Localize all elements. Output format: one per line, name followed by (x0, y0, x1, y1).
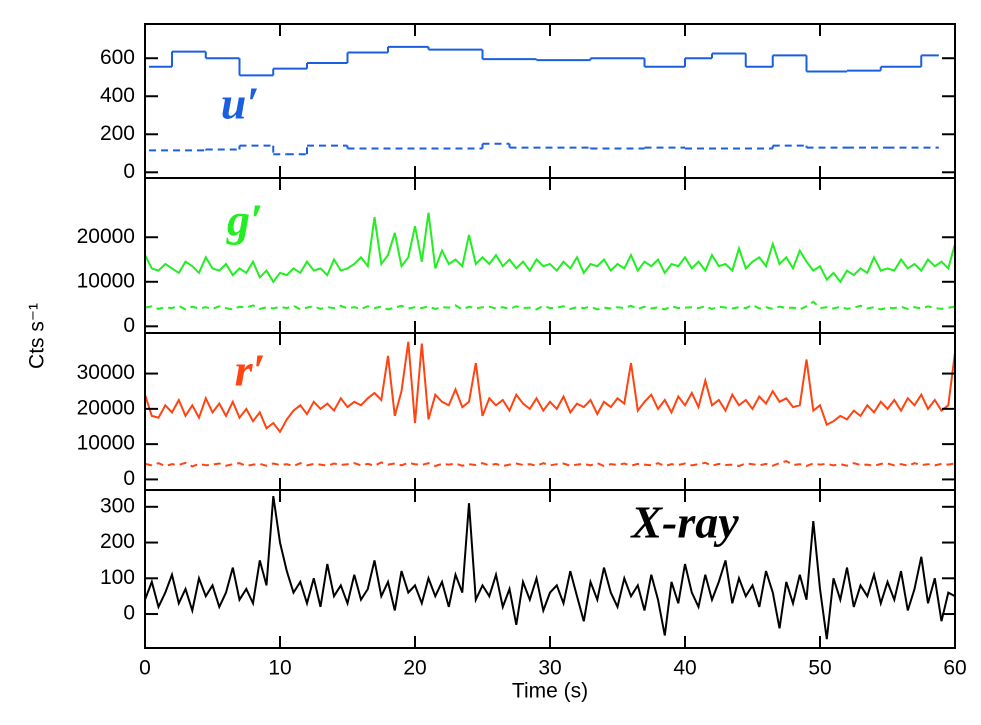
y-tick-label: 0 (123, 314, 135, 337)
y-tick-label: 20000 (77, 396, 135, 419)
y-tick-label: 0 (123, 602, 135, 625)
series-line (145, 300, 955, 311)
y-tick-label: 600 (100, 46, 135, 69)
panel-label: r′ (235, 345, 266, 396)
series-line (145, 495, 955, 640)
panel-label: u′ (221, 78, 260, 129)
x-tick-label: 10 (268, 657, 291, 680)
y-tick-label: 200 (100, 122, 135, 145)
x-tick-label: 50 (808, 657, 831, 680)
x-tick-label: 40 (673, 657, 696, 680)
series-line (145, 341, 955, 434)
y-tick-label: 400 (100, 84, 135, 107)
series-line (145, 212, 955, 284)
x-tick-label: 0 (139, 657, 151, 680)
panel-frame (144, 489, 956, 649)
y-tick-label: 10000 (77, 432, 135, 455)
y-tick-label: 0 (123, 467, 135, 490)
y-tick-label: 200 (100, 530, 135, 553)
x-axis-label: Time (s) (512, 680, 588, 703)
y-tick-label: 0 (123, 160, 135, 183)
x-tick-label: 60 (943, 657, 966, 680)
panel-frame (144, 177, 956, 334)
y-tick-label: 30000 (77, 361, 135, 384)
y-axis-label: Cts s⁻¹ (26, 303, 49, 369)
y-tick-label: 20000 (77, 225, 135, 248)
y-tick-label: 300 (100, 494, 135, 517)
x-tick-label: 30 (538, 657, 561, 680)
panel-label: X-ray (629, 497, 739, 548)
series-line (145, 460, 955, 468)
x-tick-label: 20 (403, 657, 426, 680)
y-tick-label: 10000 (77, 269, 135, 292)
panel-frame (144, 23, 956, 179)
y-tick-label: 100 (100, 566, 135, 589)
panel-label: g′ (226, 195, 263, 246)
